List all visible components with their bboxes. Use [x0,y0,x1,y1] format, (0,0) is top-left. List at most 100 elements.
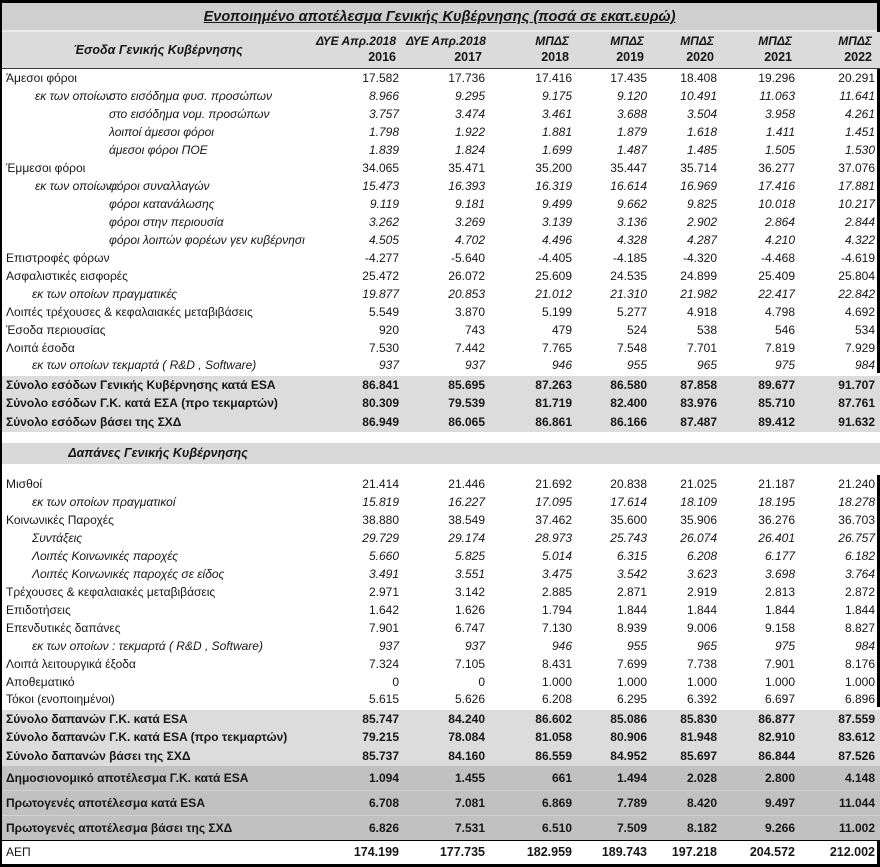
cell-value: 524 [626,322,647,337]
cell-value: 81.719 [535,396,572,410]
cell-value: 984 [854,357,875,372]
cell-value: 3.461 [541,106,572,121]
report-title: Ενοποιημένο αποτέλεσμα Γενικής Κυβέρνηση… [2,3,877,32]
cell-value: 1.839 [368,142,399,157]
table-row: Αποθεματικό 0 0 1.000 1.000 1.000 1.000 1.000 [2,673,880,691]
cell-value: 534 [854,322,875,337]
cell-value: 87.487 [680,415,717,429]
cell-value: 937 [378,357,399,372]
column-group-label: ΜΠΔΣ [838,34,872,48]
cell-value: 36.703 [838,512,875,527]
cell-value: 9.175 [541,88,572,103]
spacer-row [2,463,880,475]
cell-value: 6.182 [844,548,875,563]
table-row: εκ των οποίων : τεκμαρτά ( R&D , Softwar… [2,637,880,655]
row-label: εκ των οποίων τεκμαρτά ( R&D , Software) [32,357,257,372]
cell-value: 6.896 [844,691,875,706]
cell-value: 7.789 [616,796,647,810]
cell-value: 984 [854,638,875,653]
cell-value: 4.496 [541,232,572,247]
row-label: εκ των οποίων πραγματικές [32,286,178,301]
row-label: Αποθεματικό [6,674,75,689]
table-row: Επενδυτικές δαπάνες 7.901 6.747 7.130 8.939 9… [2,619,880,637]
column-year-label: 2021 [764,50,792,64]
row-label: Μισθοί [6,476,43,491]
cell-value: 87.526 [838,749,875,763]
cell-value: 9.119 [369,196,399,211]
cell-value: 5.549 [368,304,399,319]
cell-value: 5.660 [368,548,399,563]
table-row: λοιποί άμεσοι φόροι 1.798 1.922 1.881 1.879 1… [2,123,880,141]
cell-value: 5.014 [541,548,572,563]
cell-value: 20.853 [448,286,485,301]
cell-value: 21.982 [680,286,717,301]
cell-value: 3.504 [686,106,717,121]
column-group-label: ΔΥΕ Απρ.2018 [406,34,486,48]
cell-value: 3.757 [368,106,399,121]
cell-value: 9.497 [764,796,795,810]
cell-value: 1.094 [368,770,399,785]
cell-value: 937 [464,357,485,372]
cell-value: 18.408 [680,70,717,85]
cell-value: 79.215 [362,730,399,744]
cell-value: 15.473 [362,178,399,193]
row-label: Πρωτογενές αποτέλεσμα κατά ESA [6,796,205,810]
row-label: εκ των οποίων:στο εισόδημα φυσ. προσώπων [35,88,272,103]
cell-value: 6.315 [616,548,647,563]
cell-value: 1.844 [616,602,647,617]
cell-value: 8.966 [368,88,399,103]
cell-value: 5.626 [454,691,485,706]
cell-value: 1.881 [541,124,572,139]
table-row: Λοιπές τρέχουσες & κεφαλαιακές μεταβιβάσ… [2,303,880,321]
column-group-label: ΜΠΔΣ [535,34,569,48]
spacer-cell [2,464,880,475]
cell-value: 3.142 [454,584,485,599]
cell-value: 22.842 [838,286,875,301]
cell-value: 4.328 [616,232,647,247]
column-year-label: 2020 [686,50,714,64]
cell-value: 21.692 [535,476,572,491]
cell-value: 91.632 [838,415,875,429]
cell-value: 35.600 [610,512,647,527]
table-row: Συντάξεις 29.729 29.174 28.973 25.743 26.074 2… [2,529,880,547]
table-row: Σύνολο δαπανών βάσει της ΣΧΔ 85.737 84.160… [2,746,880,766]
row-label: Έμμεσοι φόροι [6,160,86,175]
cell-value: 85.086 [610,711,647,726]
row-label: Επενδυτικές δαπάνες [6,620,121,635]
cell-value: 16.393 [448,178,485,193]
table-row: Δημοσιονομικό αποτέλεσμα Γ.Κ. κατά ESA 1.… [2,765,880,791]
cell-value: 37.076 [838,160,875,175]
cell-value: 10.217 [838,196,875,211]
cell-value: 2.902 [686,214,717,229]
section-title: Δαπάνες Γενικής Κυβέρνησης [68,446,248,460]
cell-value: 7.765 [541,340,572,355]
row-label: Τρέχουσες & κεφαλαιακές μεταβιβάσεις [6,584,216,599]
cell-value: 81.058 [535,730,572,744]
cell-value: 946 [551,357,572,372]
cell-value: 5.615 [368,691,399,706]
table-row: Σύνολο εσόδων Γενικής Κυβέρνησης κατά ES… [2,374,880,394]
cell-value: 34.065 [362,160,399,175]
cell-value: 35.471 [448,160,485,175]
cell-value: 1.451 [844,124,875,139]
cell-value: 8.420 [686,796,717,810]
cell-value: 83.976 [680,396,717,410]
row-label: Λοιπές Κοινωνικές παροχές σε είδος [32,566,225,581]
cell-value: 85.830 [680,711,717,726]
cell-value: 3.475 [541,566,572,581]
cell-value: -4.320 [682,250,717,265]
table-row: ΑΕΠ 174.199 177.735 182.959 189.743 197.218 20… [2,840,880,864]
cell-value: -4.619 [840,250,875,265]
cell-value: 1.000 [541,674,572,689]
row-label: Επιστροφές φόρων [6,250,110,265]
cell-value: 38.880 [362,512,399,527]
cell-value: 479 [551,322,572,337]
table-row: Έμμεσοι φόροι 34.065 35.471 35.200 35.447 35.… [2,159,880,177]
cell-value: 1.844 [686,602,717,617]
cell-value: 21.310 [610,286,647,301]
cell-value: 17.416 [758,178,795,193]
cell-value: 7.738 [686,656,717,671]
table-row: Σύνολο δαπανών Γ.Κ. κατά ESA (προ τεκμαρ… [2,727,880,747]
cell-value: 177.735 [439,845,485,860]
cell-value: 7.509 [616,821,647,835]
